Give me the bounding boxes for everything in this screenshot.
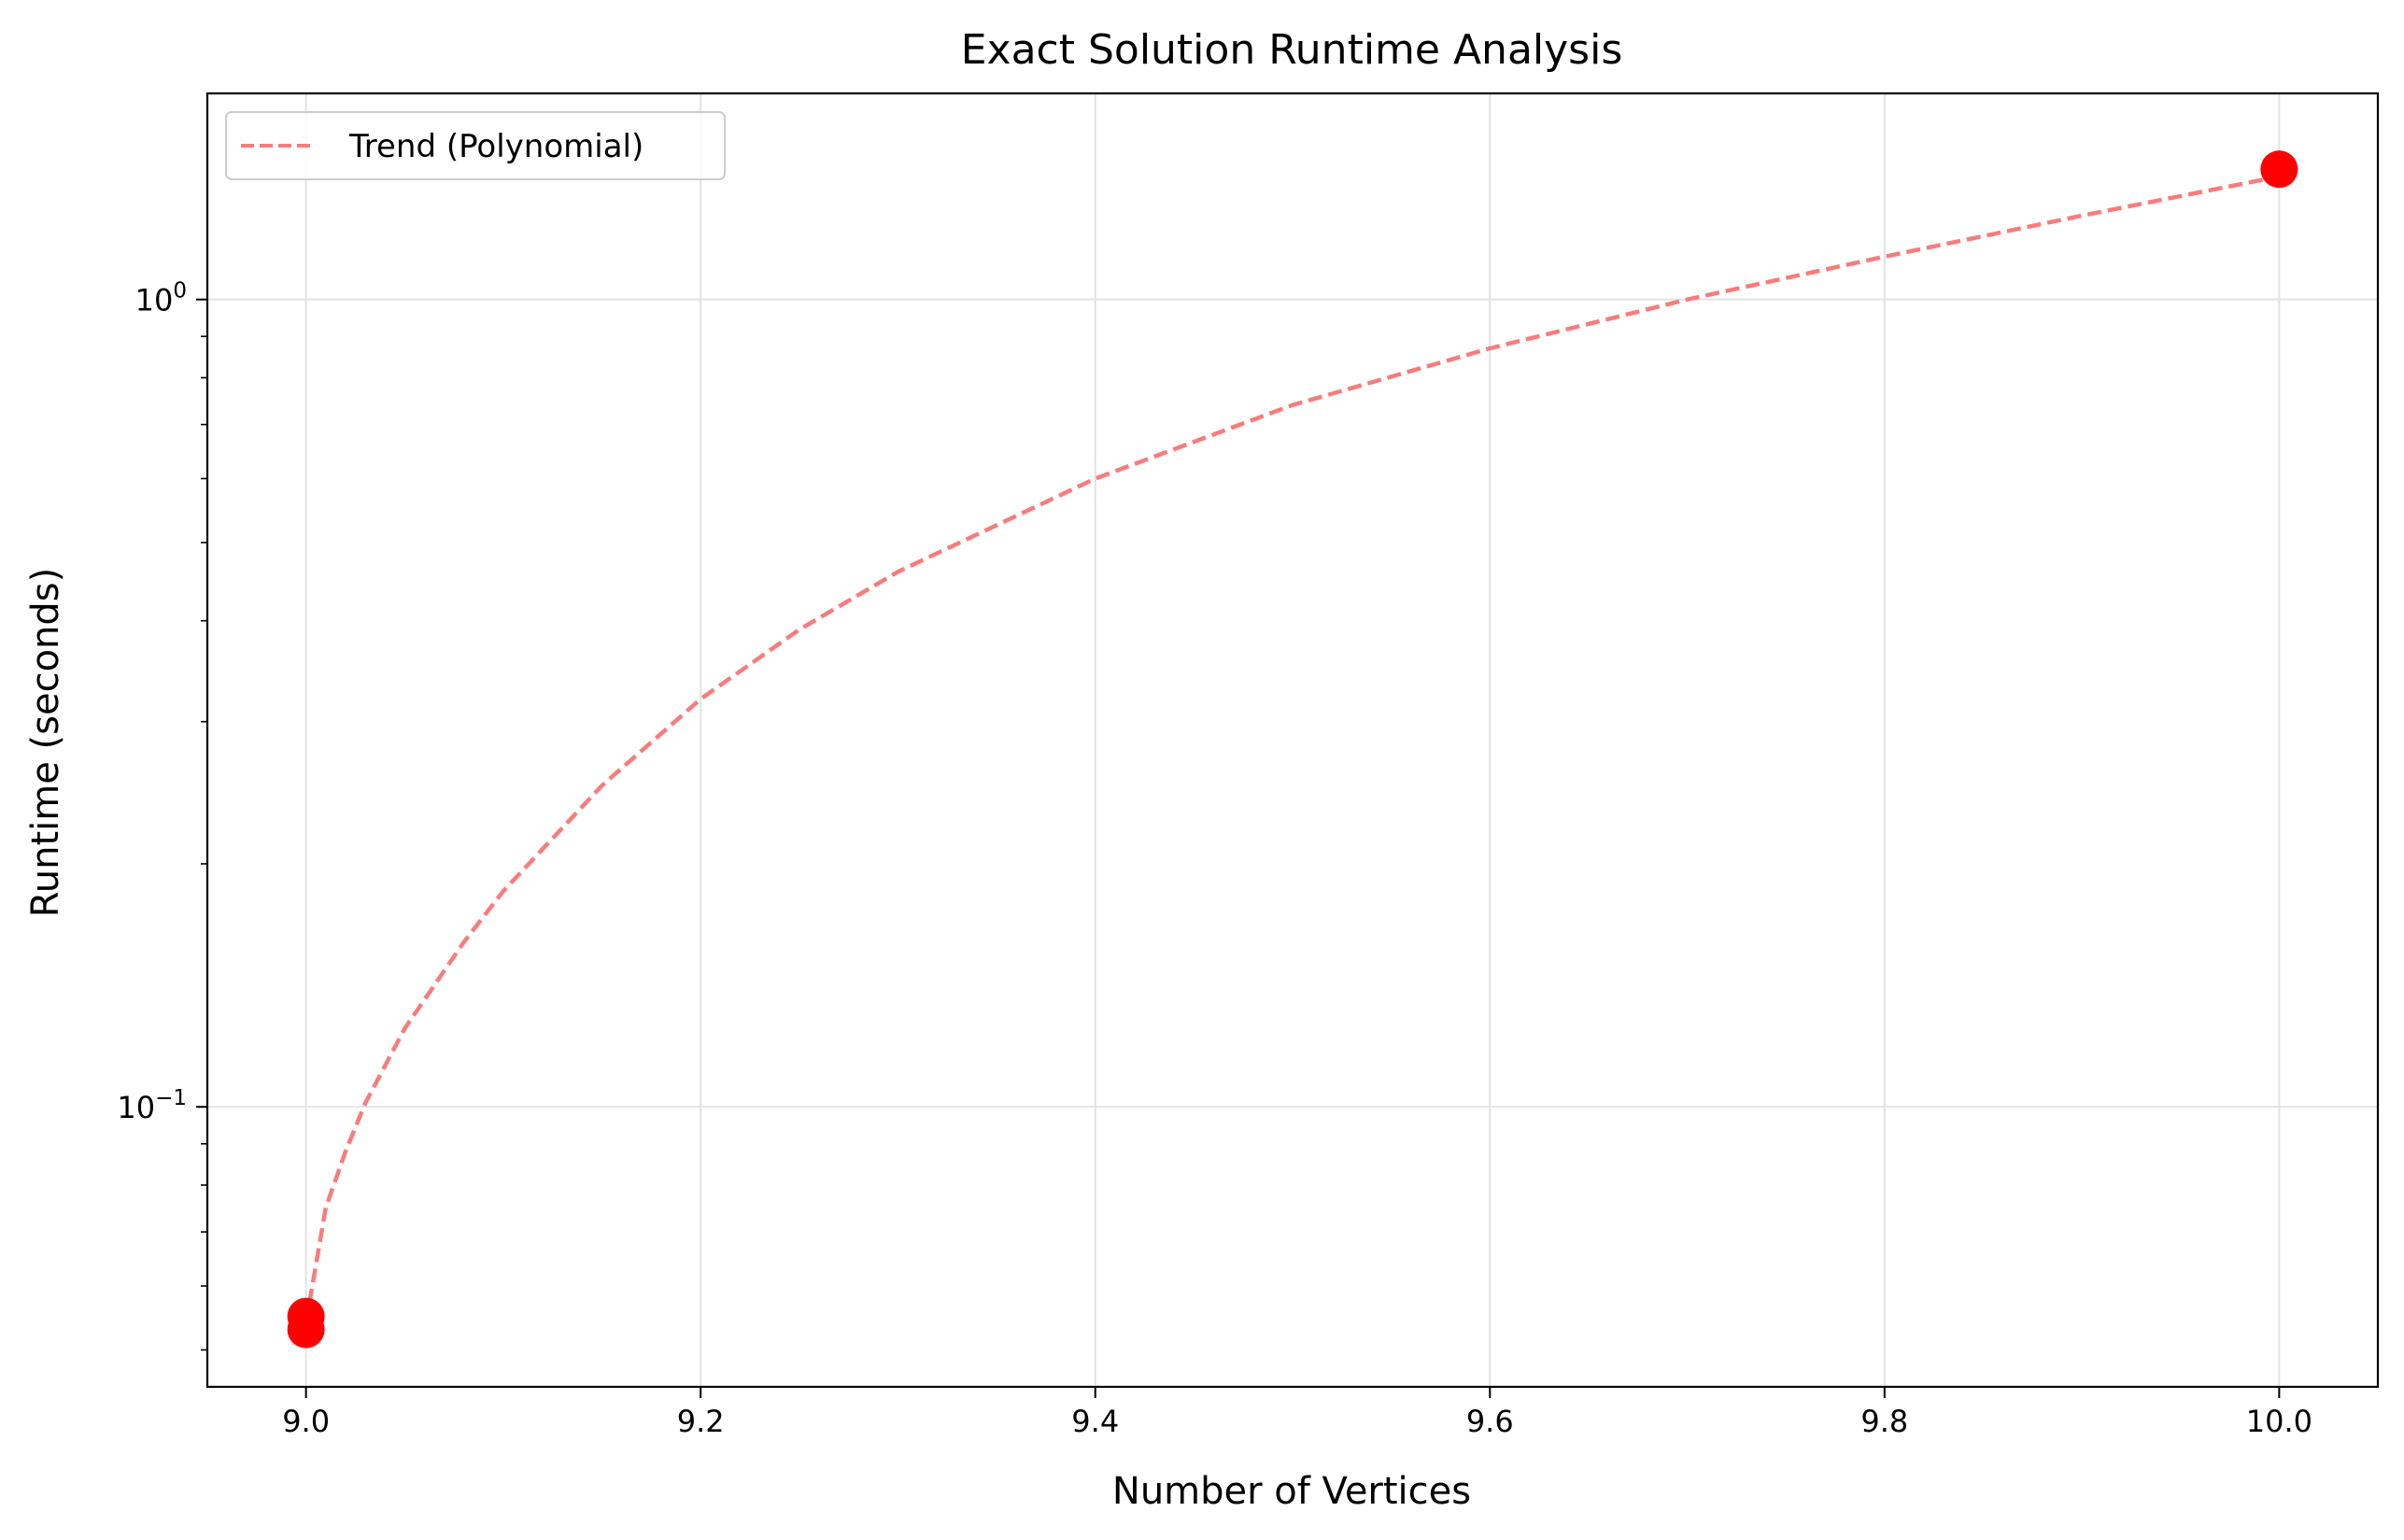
- x-tick-label: 9.6: [1466, 1404, 1514, 1439]
- x-tick-label: 9.8: [1860, 1404, 1908, 1439]
- x-axis-ticks: 9.0 9.2 9.4 9.6 9.8 10.0: [282, 1387, 2312, 1439]
- y-axis-label: Runtime (seconds): [24, 568, 67, 918]
- legend-trend-label: Trend (Polynomial): [348, 128, 643, 165]
- chart-title: Exact Solution Runtime Analysis: [961, 26, 1623, 74]
- x-tick-label: 9.2: [677, 1404, 725, 1439]
- x-tick-label: 10.0: [2246, 1404, 2312, 1439]
- legend-box: [225, 111, 726, 180]
- data-point: [287, 1297, 325, 1335]
- y-tick-label: 10−1: [117, 1086, 187, 1125]
- plot-frame: [205, 92, 2380, 1389]
- x-tick-label: 9.0: [282, 1404, 330, 1439]
- y-tick-label: 100: [135, 279, 187, 318]
- points-layer: [287, 150, 2298, 1349]
- x-axis-label: Number of Vertices: [1112, 1470, 1471, 1513]
- data-point: [2260, 150, 2298, 189]
- legend: Trend (Polynomial): [225, 111, 726, 180]
- x-tick-label: 9.4: [1071, 1404, 1119, 1439]
- grid-layer: [207, 93, 2378, 1387]
- y-axis-ticks: 10−1 100: [117, 279, 207, 1351]
